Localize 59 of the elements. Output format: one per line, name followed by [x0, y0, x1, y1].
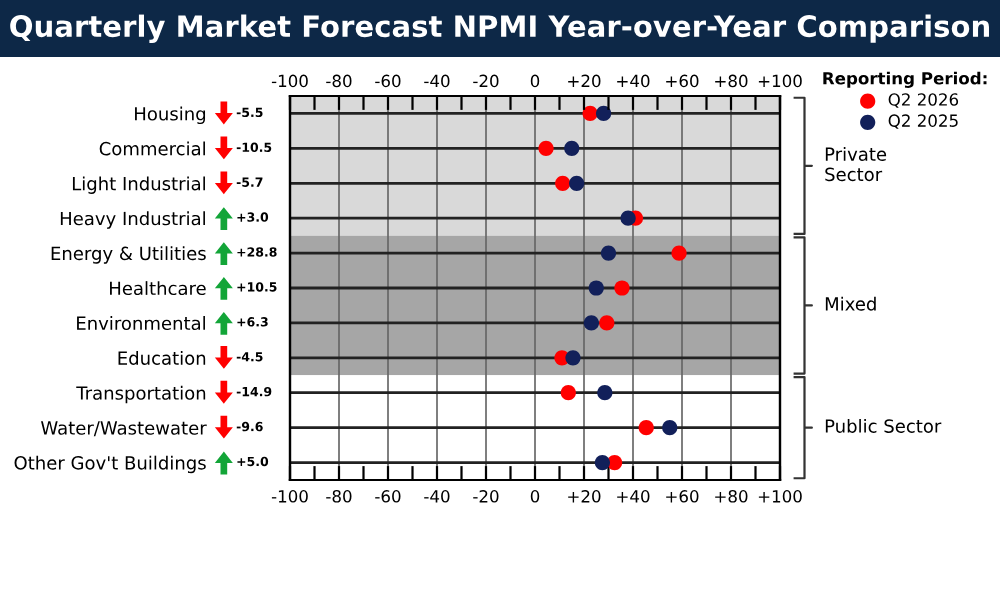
point [620, 210, 636, 226]
x-tick-label: -60 [375, 490, 401, 503]
x2-tick-label: +20 [568, 74, 601, 88]
chart-title: Quarterly Market Forecast NPMI Year-over-Year Comparison [10, 14, 989, 44]
y-tick-label: Other Gov't Buildings [14, 455, 206, 474]
x2-tick-label: +80 [715, 74, 748, 88]
x-tick-label: 0 [530, 490, 540, 503]
point [614, 280, 630, 296]
point [583, 315, 599, 331]
y-tick-label: Environmental [77, 316, 205, 331]
point [638, 420, 654, 436]
y-tick-label: Housing [135, 106, 206, 125]
y-tick-label: Energy & Utilities [51, 246, 206, 264]
point [569, 175, 585, 191]
y-tick-label: Light Industrial [72, 176, 205, 194]
point [597, 385, 613, 401]
point [565, 350, 581, 366]
y-tick-label: Healthcare [110, 281, 206, 296]
x-tick-label: +20 [568, 490, 601, 503]
x-tick-label: +40 [617, 490, 650, 503]
point [599, 315, 615, 331]
point [538, 140, 554, 156]
x2-tick-label: -40 [424, 74, 450, 88]
legend-label: Q2 2026 [888, 93, 959, 108]
y-tick-label: Water/Wastewater [41, 421, 207, 437]
x2-tick-label: +100 [758, 74, 802, 88]
band-label: Public Sector [825, 418, 942, 433]
y-tick-label: Transportation [76, 385, 206, 404]
point [662, 420, 678, 436]
y-tick-label: Education [118, 350, 206, 365]
band-label: Mixed [825, 296, 876, 311]
x2-tick-label: -80 [326, 74, 352, 88]
point [595, 105, 612, 122]
legend-title: Reporting Period: [823, 71, 987, 88]
y-tick-label: Commercial [99, 141, 205, 156]
legend-label: Q2 2025 [888, 114, 958, 129]
point [588, 280, 604, 296]
point [555, 175, 571, 191]
point [582, 105, 598, 122]
x2-tick-label: -60 [375, 74, 401, 88]
y-tick-label: Heavy Industrial [60, 211, 205, 229]
point [671, 245, 687, 261]
x2-tick-label: 0 [530, 74, 540, 88]
x2-tick-label: +40 [617, 74, 650, 88]
band-label: Private Sector [825, 146, 887, 182]
point [600, 245, 617, 261]
x-tick-label: -100 [271, 490, 308, 503]
x-tick-label: -80 [326, 490, 352, 503]
point [564, 140, 580, 156]
x2-tick-label: -20 [473, 74, 499, 88]
x-tick-label: +100 [758, 490, 802, 503]
x-tick-label: +60 [666, 490, 699, 503]
x2-tick-label: -100 [271, 74, 308, 88]
x-tick-label: -40 [424, 490, 450, 503]
x2-tick-label: +60 [666, 74, 699, 88]
x-tick-label: +80 [715, 490, 748, 503]
point [594, 454, 610, 471]
x-tick-label: -20 [473, 490, 499, 503]
point [560, 385, 576, 401]
